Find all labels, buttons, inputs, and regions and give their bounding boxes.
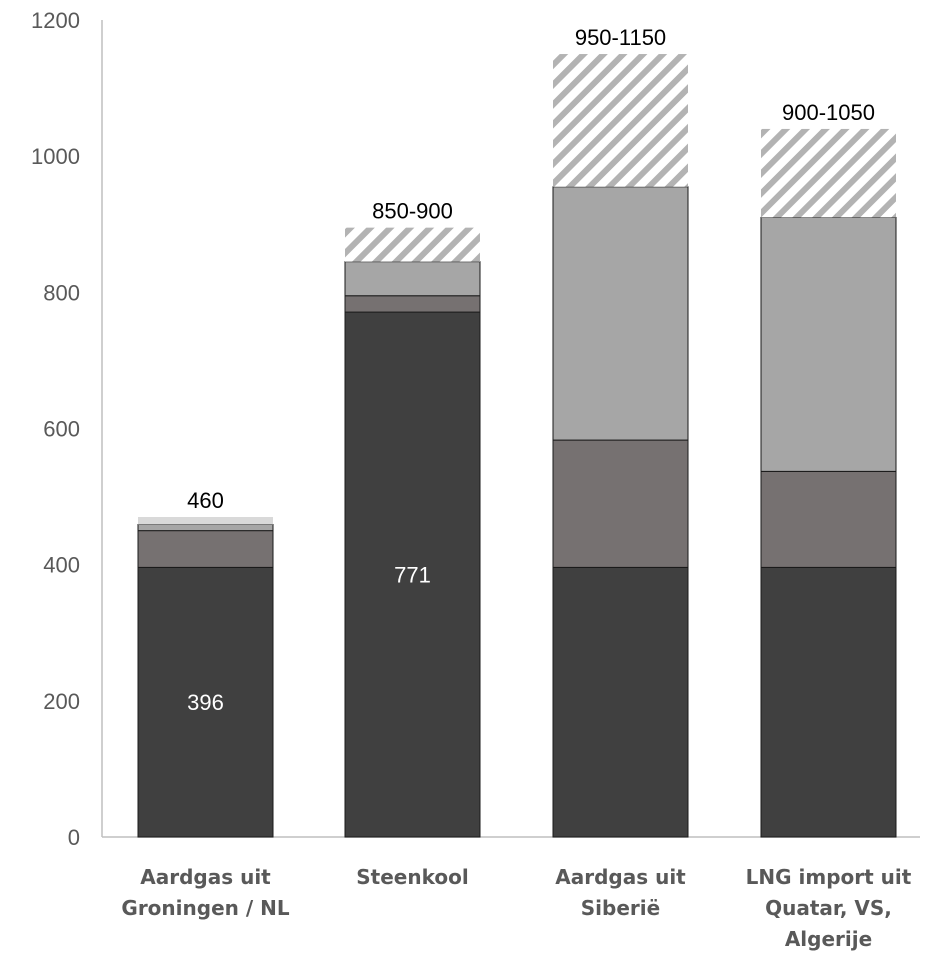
bar-segment-0-2 bbox=[137, 523, 274, 532]
bar-segment-3-3 bbox=[761, 128, 896, 218]
bar-segment-0-0 bbox=[137, 566, 274, 838]
y-tick-label-600: 600 bbox=[43, 417, 80, 442]
category-label-1: Steenkool bbox=[356, 865, 468, 889]
total-label-1: 850-900 bbox=[372, 199, 453, 224]
y-tick-label-800: 800 bbox=[43, 280, 80, 305]
y-tick-label-400: 400 bbox=[43, 553, 80, 578]
bar-segment-2-3 bbox=[553, 54, 688, 187]
category-label-3: LNG import uit Quatar, VS, Algerije bbox=[746, 865, 912, 951]
total-label-0: 460 bbox=[187, 488, 224, 513]
bar-segment-0-1 bbox=[137, 530, 274, 568]
data-labels: 460 396 850-900 771 950-1150 900-1050 bbox=[187, 25, 875, 715]
bar-segment-1-2 bbox=[344, 261, 481, 297]
category-label-2: Aardgas uit Siberië bbox=[555, 865, 686, 920]
y-tick-label-200: 200 bbox=[43, 689, 80, 714]
bar-segment-2-2 bbox=[552, 186, 689, 441]
bar-segment-1-1 bbox=[344, 295, 481, 313]
category-label-0: Aardgas uit Groningen / NL bbox=[121, 865, 289, 920]
bars bbox=[137, 54, 897, 838]
y-tick-label-1200: 1200 bbox=[31, 8, 80, 33]
segment-label-1: 771 bbox=[394, 563, 431, 588]
bar-segment-1-0 bbox=[344, 311, 481, 838]
segment-label-0: 396 bbox=[187, 690, 224, 715]
y-tick-label-1000: 1000 bbox=[31, 144, 80, 169]
bar-cap-0 bbox=[138, 517, 273, 525]
bar-segment-3-1 bbox=[760, 470, 897, 568]
total-label-2: 950-1150 bbox=[575, 25, 666, 50]
y-tick-label-0: 0 bbox=[68, 825, 80, 850]
y-tick-labels: 0 200 400 600 800 1000 1200 bbox=[31, 8, 80, 850]
bar-segment-2-0 bbox=[552, 566, 689, 838]
bar-segment-1-3 bbox=[345, 227, 480, 262]
bar-segment-2-1 bbox=[552, 439, 689, 568]
category-labels: Aardgas uit Groningen / NL Steenkool Aardga… bbox=[121, 865, 911, 951]
bar-segment-3-2 bbox=[760, 216, 897, 472]
bar-segment-3-0 bbox=[760, 566, 897, 838]
total-label-3: 900-1050 bbox=[782, 100, 875, 125]
